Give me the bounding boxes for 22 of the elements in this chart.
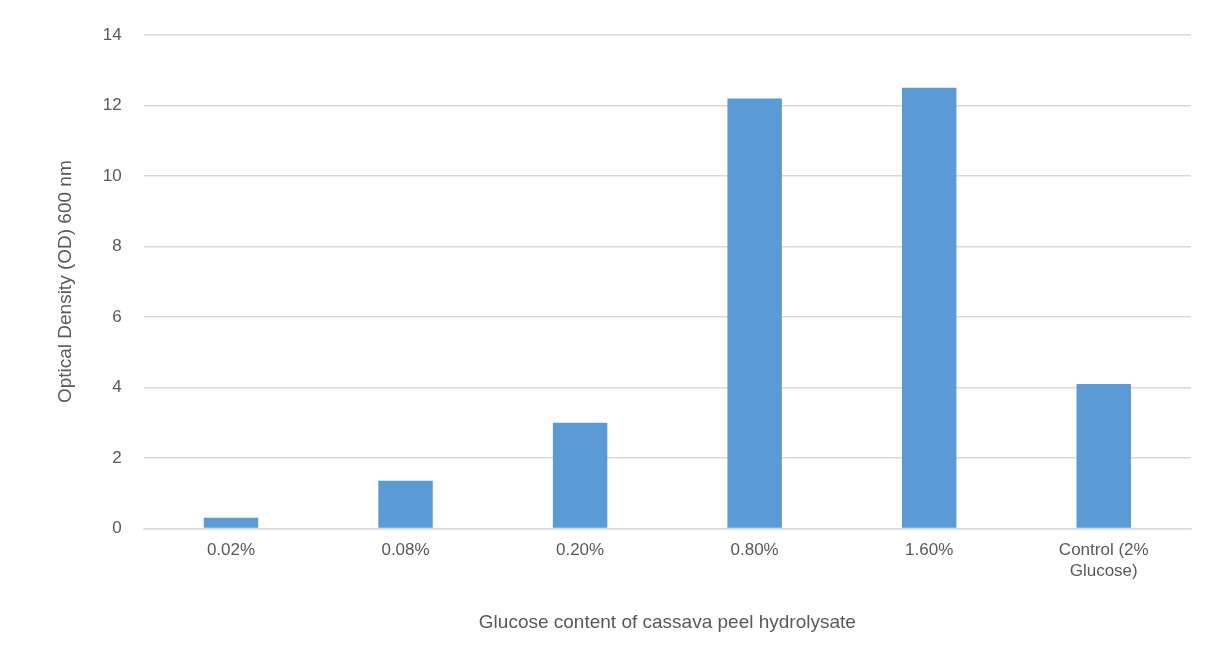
bar [727, 98, 782, 528]
y-tick-label: 6 [112, 306, 122, 326]
x-tick-label: 0.02% [206, 540, 256, 560]
x-tick-label: 1.60% [905, 540, 954, 560]
bar [901, 87, 957, 528]
y-tick-label: 12 [102, 95, 122, 115]
y-tick-label: 0 [112, 518, 122, 538]
x-axis-title: Glucose content of cassava peel hydrolysate [478, 610, 856, 632]
y-tick-label: 4 [112, 377, 122, 397]
y-tick-label: 14 [102, 24, 122, 44]
x-tick-label: 0.80% [730, 540, 779, 560]
x-tick-label: Control (2% Glucose) [1058, 540, 1149, 580]
x-tick-label: 0.08% [381, 540, 430, 560]
y-tick-label: 8 [112, 236, 122, 256]
bar [552, 422, 608, 528]
y-tick-label: 2 [112, 447, 122, 467]
y-tick-label: 10 [102, 165, 122, 185]
bar [378, 480, 433, 528]
bar [203, 517, 259, 528]
x-tick-label: 0.20% [555, 540, 605, 560]
bar [1076, 383, 1131, 528]
y-axis-title: Optical Density (OD) 600 nm [53, 160, 75, 404]
